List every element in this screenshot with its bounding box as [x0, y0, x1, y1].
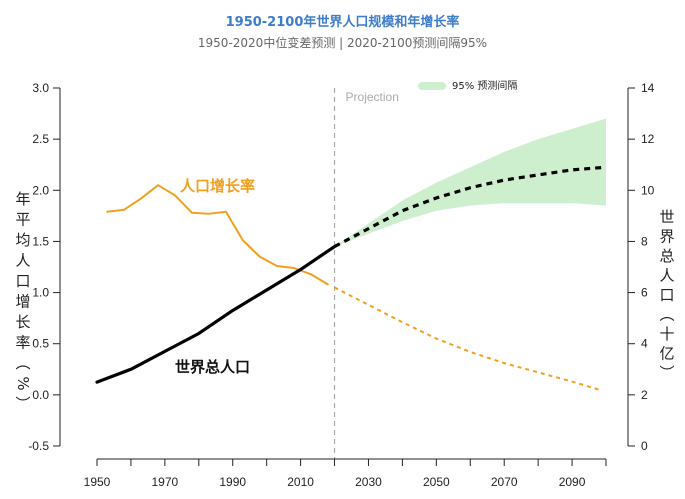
growth-rate-annotation: 人口增长率 [180, 177, 255, 195]
right-axis-tick-label: 14 [641, 81, 655, 95]
left-axis-tick-label: 0.0 [32, 388, 49, 402]
x-axis-tick-label: 1950 [84, 475, 111, 489]
series-line-2 [95, 244, 337, 384]
axes-layer: 3.0 2.5 2.0 1.5 1.0 0.5 0.0 -0.5 14 12 10 8 6 4 2 0 1950… [28, 81, 654, 489]
axis-title-char: 率 [15, 334, 30, 352]
axis-title-char: 年 [15, 190, 30, 208]
axis-title-char: 亿 [659, 345, 674, 363]
right-axis-tick-label: 8 [641, 234, 648, 248]
axis-title-char: ︶ [15, 395, 30, 413]
x-axis-tick-label: 2070 [491, 475, 518, 489]
axis-title-char: 平 [15, 211, 30, 229]
axis-title-char: 世 [659, 208, 674, 226]
left-axis-tick-label: 1.5 [32, 234, 49, 248]
x-axis-tick-label: 2090 [559, 475, 586, 489]
x-axis-tick-label: 2030 [355, 475, 382, 489]
axis-title-char: 人 [659, 267, 674, 285]
x-axis-tick-label: 1970 [152, 475, 179, 489]
legend-label: 95% 预测间隔 [452, 79, 517, 92]
right-axis-title: 世界总人口 ︵十亿︶ [659, 208, 674, 382]
axis-title-char: 十 [659, 325, 674, 343]
chart-subtitle: 1950-2020中位变差预测 | 2020-2100预测间隔95% [197, 36, 488, 50]
x-axis-tick-label: 1990 [219, 475, 246, 489]
band-layer [334, 118, 606, 247]
line-layer [95, 165, 607, 391]
axis-title-char: ︶ [659, 364, 674, 382]
x-axis-tick-label: 2010 [287, 475, 314, 489]
left-axis-tick-label: 0.5 [32, 337, 49, 351]
projection-label: Projection [346, 90, 399, 104]
left-axis-tick-label: -0.5 [28, 439, 49, 453]
x-axis-tick-label: 2050 [423, 475, 450, 489]
series-line-1 [334, 286, 600, 391]
population-annotation: 世界总人口 [175, 358, 250, 376]
projection-layer: Projection [333, 88, 399, 459]
right-axis-tick-label: 10 [641, 183, 655, 197]
left-axis-tick-label: 2.5 [32, 132, 49, 146]
axis-title-char: 增 [15, 293, 30, 311]
left-axis-tick-label: 3.0 [32, 81, 49, 95]
axis-title-char: ︵ [659, 306, 674, 324]
axis-title-char: 人 [15, 252, 30, 270]
chart-title: 1950-2100年世界人口规模和年增长率 [225, 15, 460, 30]
right-axis-tick-label: 12 [641, 132, 655, 146]
left-axis-tick-label: 1.0 [32, 286, 49, 300]
series-line-3 [333, 165, 607, 248]
axis-title-char: 长 [15, 313, 30, 331]
left-axis-tick-label: 2.0 [32, 183, 49, 197]
axis-title-char: % [14, 376, 32, 390]
series-line-0 [106, 184, 329, 286]
axis-title-char: 均 [15, 231, 30, 249]
axis-title-char: 口 [15, 272, 30, 290]
axis-title-char: 口 [659, 286, 674, 304]
right-axis-tick-label: 6 [641, 286, 648, 300]
right-axis-tick-label: 0 [641, 439, 648, 453]
right-axis-tick-label: 4 [641, 337, 648, 351]
right-axis-tick-label: 2 [641, 388, 648, 402]
axis-title-char: ︵ [15, 354, 30, 372]
axis-title-char: 界 [659, 228, 674, 246]
axis-title-char: 总 [659, 247, 674, 265]
prediction-interval-band [334, 118, 606, 247]
legend-swatch [418, 82, 446, 90]
